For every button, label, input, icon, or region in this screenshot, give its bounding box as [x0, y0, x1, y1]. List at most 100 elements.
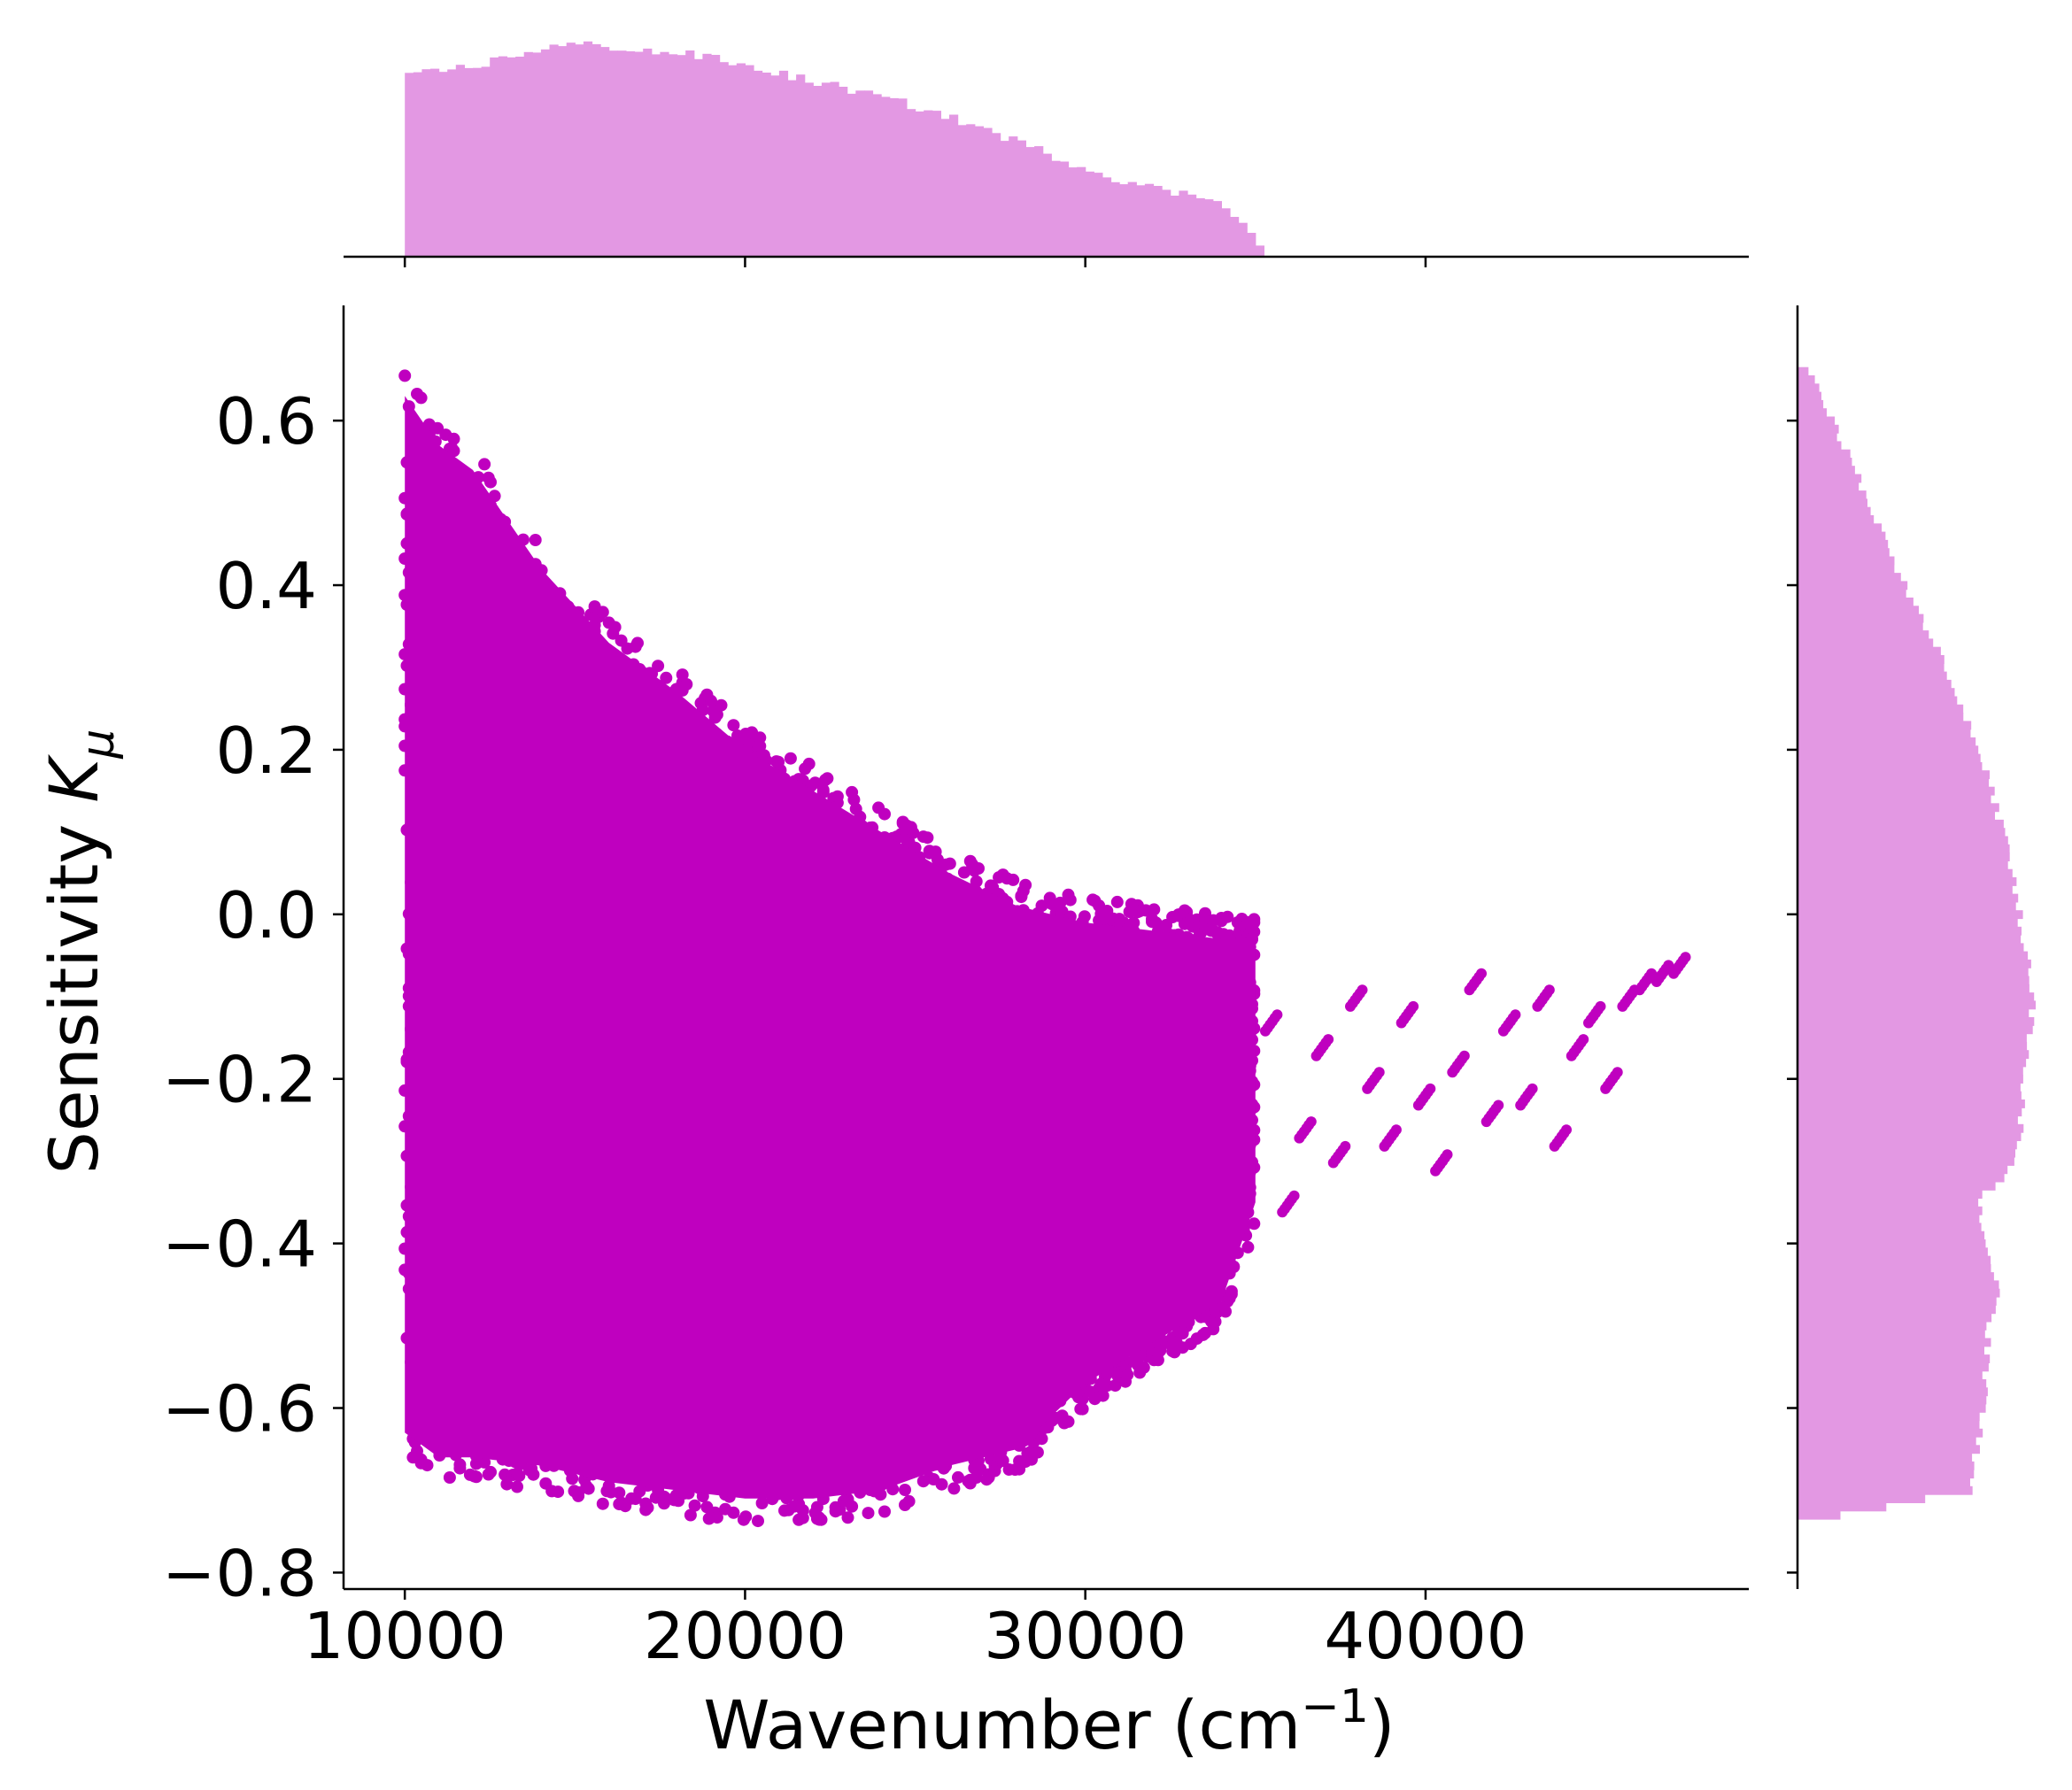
y-histogram-bar	[1798, 1107, 2022, 1117]
x-histogram-bar	[455, 65, 465, 257]
y-histogram-bar	[1798, 1478, 1970, 1487]
y-histogram-bar	[1798, 819, 2004, 829]
y-histogram-bar	[1798, 918, 2018, 928]
x-histogram-bar	[711, 55, 721, 257]
x-histogram-bar	[974, 126, 984, 257]
x-histogram-bar	[617, 50, 627, 258]
scatter-point	[1078, 910, 1091, 923]
x-histogram-bar	[881, 96, 891, 258]
y-histogram-bar	[1798, 606, 1919, 615]
x-histogram-bar	[498, 56, 507, 257]
y-histogram-bar	[1798, 482, 1859, 491]
x-histogram-bar	[651, 54, 661, 258]
y-histogram-bar	[1798, 935, 2022, 944]
x-histogram-bar	[625, 50, 636, 258]
y-histogram-bar	[1798, 704, 1964, 714]
y-histogram-bar	[1798, 621, 1923, 631]
scatter-point	[1007, 873, 1020, 886]
y-histogram-bar	[1798, 1362, 1989, 1372]
x-histogram-bar	[915, 111, 924, 258]
x-histogram-bar	[762, 73, 771, 257]
scatter-point	[688, 1499, 701, 1512]
y-histogram-bar	[1798, 449, 1851, 459]
x-histogram-bar	[932, 111, 941, 257]
y-histogram-bar	[1798, 1461, 1975, 1470]
x-histogram-bar	[1187, 194, 1197, 257]
x-histogram-bar	[736, 63, 746, 257]
scatter-point	[680, 678, 693, 691]
scatter-point	[727, 1506, 740, 1519]
scatter-point	[831, 790, 844, 803]
scatter-point	[815, 1513, 828, 1526]
x-histogram-bar	[583, 41, 593, 257]
scatter-point	[878, 807, 891, 821]
scatter-point	[631, 637, 644, 650]
scatter-point	[1035, 899, 1048, 913]
scatter-point	[484, 475, 497, 489]
y-histogram-bar	[1798, 581, 1908, 590]
y-histogram-bar	[1798, 1297, 1997, 1306]
y-histogram-bar	[1798, 926, 2022, 936]
y-histogram-bar	[1798, 1190, 1983, 1200]
y-histogram-bar	[1798, 383, 1820, 393]
x-histogram-bar	[447, 69, 457, 258]
x-histogram-bar	[1162, 189, 1171, 257]
x-histogram-bar	[1025, 147, 1035, 257]
y-histogram-bar	[1798, 375, 1815, 384]
scatter-point	[755, 1497, 769, 1509]
x-histogram-bar	[702, 53, 712, 257]
x-histogram-bar	[591, 43, 601, 258]
y-histogram-bar	[1798, 1354, 1991, 1363]
x-histogram-bar	[1000, 141, 1009, 257]
x-histogram-bar	[430, 68, 440, 257]
scatter-point	[596, 606, 609, 619]
y-histogram-bar	[1798, 515, 1875, 524]
y-histogram-bar	[1798, 531, 1886, 541]
y-histogram-bar	[1798, 1148, 2015, 1158]
y-histogram-bar	[1798, 1428, 1983, 1438]
x-histogram-bar	[1204, 199, 1214, 257]
scatter-point	[935, 1478, 948, 1491]
y-histogram-bar	[1798, 1485, 1973, 1495]
y-histogram-bar	[1798, 466, 1855, 475]
x-histogram-bar	[1119, 184, 1129, 257]
scatter-point	[710, 708, 723, 721]
y-histogram-bar	[1798, 1255, 1991, 1265]
y-histogram-bar	[1798, 1075, 2023, 1084]
y-histogram-bar	[1798, 1041, 2028, 1051]
x-histogram-bar	[1059, 161, 1070, 257]
y-histogram-bar	[1798, 638, 1934, 648]
x-histogram-bar	[855, 90, 865, 257]
scatter-point	[500, 1478, 514, 1491]
x-histogram-bar	[540, 49, 551, 257]
y-histogram-bar	[1798, 1395, 1987, 1405]
y-histogram-bar	[1798, 1223, 1982, 1232]
x-histogram-bar	[549, 44, 559, 258]
x-histogram-bar	[830, 81, 839, 257]
y-histogram-bar	[1798, 959, 2031, 968]
scatter-point	[1076, 1402, 1089, 1416]
scatter-point	[513, 1470, 526, 1483]
y-histogram-bar	[1798, 1157, 2014, 1166]
x-histogram-bar	[1017, 140, 1026, 257]
x-histogram-bar	[693, 58, 703, 257]
x-histogram-bar	[754, 70, 763, 258]
scatter-point	[841, 1511, 854, 1524]
scatter-point	[660, 671, 673, 684]
y-histogram-bar	[1798, 1215, 1980, 1223]
x-histogram-bar	[1255, 245, 1264, 257]
y-histogram-bar	[1798, 399, 1824, 409]
x-histogram-bar	[1094, 173, 1103, 257]
x-histogram-bar	[957, 125, 967, 257]
x-histogram-bar	[940, 119, 950, 257]
x-histogram-bar	[992, 133, 1001, 257]
y-histogram-bar	[1798, 1247, 1988, 1257]
y-histogram-bar	[1798, 556, 1895, 566]
x-histogram-bar	[839, 87, 848, 257]
scatter-point	[796, 1504, 809, 1517]
y-histogram-bar	[1798, 1445, 1980, 1454]
y-histogram-bar	[1798, 877, 2017, 886]
y-histogram-bar	[1798, 1330, 1985, 1339]
scatter-point	[652, 660, 665, 673]
y-histogram-bar	[1798, 893, 2019, 903]
